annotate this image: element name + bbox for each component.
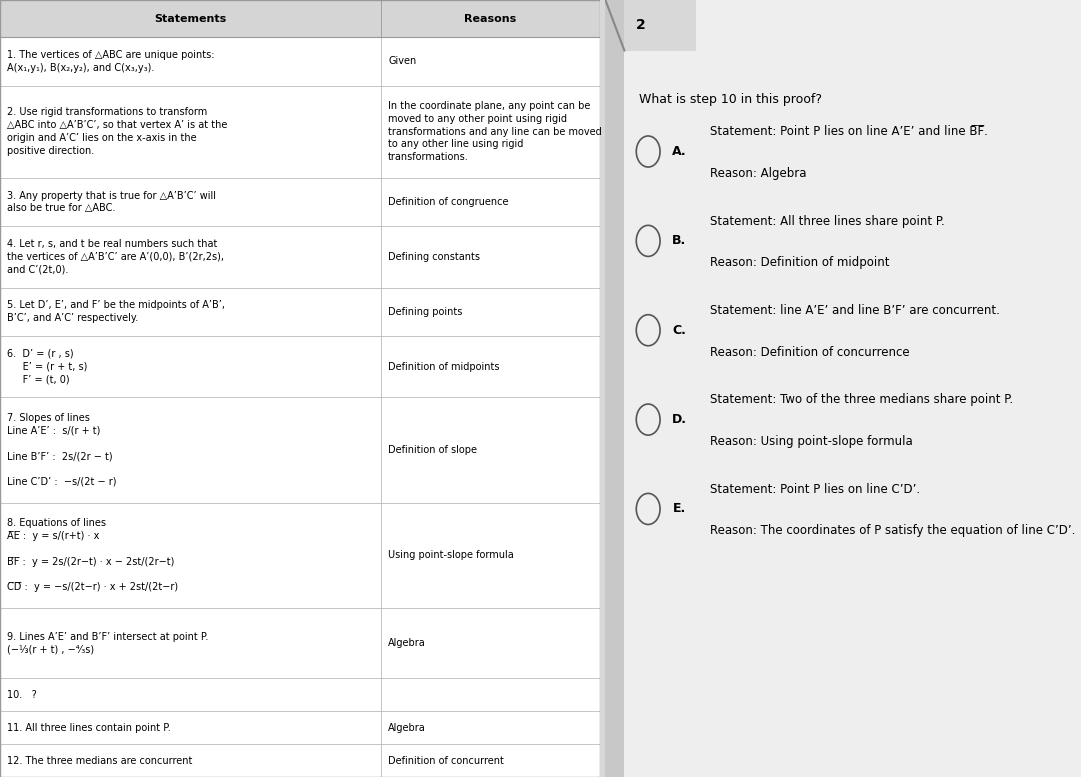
Text: D.: D.: [671, 413, 686, 426]
Text: Definition of slope: Definition of slope: [388, 445, 477, 455]
FancyBboxPatch shape: [605, 0, 1081, 777]
Text: Using point-slope formula: Using point-slope formula: [388, 550, 513, 560]
Text: 11. All three lines contain point P.: 11. All three lines contain point P.: [8, 723, 171, 733]
Text: B.: B.: [672, 235, 686, 247]
Text: Statement: line A’E’ and line B’F’ are concurrent.: Statement: line A’E’ and line B’F’ are c…: [710, 304, 1000, 317]
Text: 5. Let D’, E’, and F’ be the midpoints of A’B’,
B’C’, and A’C’ respectively.: 5. Let D’, E’, and F’ be the midpoints o…: [8, 300, 225, 323]
Text: E.: E.: [672, 503, 685, 515]
Text: 10.   ?: 10. ?: [8, 690, 37, 700]
FancyBboxPatch shape: [625, 0, 696, 51]
Text: Statement: Two of the three medians share point P.: Statement: Two of the three medians shar…: [710, 393, 1013, 406]
Text: 1. The vertices of △ABC are unique points:
A(x₁,y₁), B(x₂,y₂), and C(x₃,y₃).: 1. The vertices of △ABC are unique point…: [8, 50, 215, 73]
Text: Reason: The coordinates of P satisfy the equation of line C’D’.: Reason: The coordinates of P satisfy the…: [710, 524, 1076, 538]
Text: Algebra: Algebra: [388, 723, 426, 733]
Text: Reasons: Reasons: [465, 14, 517, 23]
Text: Reason: Algebra: Reason: Algebra: [710, 167, 806, 180]
Text: 9. Lines A’E’ and B’F’ intersect at point P.
(−⅓(r + t) , −⁴⁄₃s): 9. Lines A’E’ and B’F’ intersect at poin…: [8, 632, 209, 654]
Text: Statement: Point P lies on line A’E’ and line B̅F̅.: Statement: Point P lies on line A’E’ and…: [710, 125, 988, 138]
FancyBboxPatch shape: [0, 0, 600, 777]
Text: Given: Given: [388, 57, 416, 67]
Text: Definition of concurrent: Definition of concurrent: [388, 755, 504, 765]
Text: Statement: All three lines share point P.: Statement: All three lines share point P…: [710, 214, 945, 228]
FancyBboxPatch shape: [0, 0, 600, 37]
Text: Defining points: Defining points: [388, 307, 463, 317]
Text: Reason: Using point-slope formula: Reason: Using point-slope formula: [710, 435, 912, 448]
Text: Reason: Definition of midpoint: Reason: Definition of midpoint: [710, 256, 890, 270]
FancyBboxPatch shape: [605, 0, 625, 777]
Text: 6.  D’ = (r , s)
     E’ = (r + t, s)
     F’ = (t, 0): 6. D’ = (r , s) E’ = (r + t, s) F’ = (t,…: [8, 349, 88, 385]
Text: Statement: Point P lies on line C’D’.: Statement: Point P lies on line C’D’.: [710, 483, 920, 496]
Text: 3. Any property that is true for △A’B’C’ will
also be true for △ABC.: 3. Any property that is true for △A’B’C’…: [8, 190, 216, 214]
Text: 2: 2: [637, 18, 646, 33]
Text: 2. Use rigid transformations to transform
△ABC into △A’B’C’, so that vertex A’ i: 2. Use rigid transformations to transfor…: [8, 107, 228, 156]
Text: Definition of midpoints: Definition of midpoints: [388, 361, 499, 371]
Text: What is step 10 in this proof?: What is step 10 in this proof?: [639, 93, 822, 106]
Text: Defining constants: Defining constants: [388, 252, 480, 262]
Text: Definition of congruence: Definition of congruence: [388, 197, 509, 207]
Text: 12. The three medians are concurrent: 12. The three medians are concurrent: [8, 755, 192, 765]
Text: Reason: Definition of concurrence: Reason: Definition of concurrence: [710, 346, 909, 359]
Text: A.: A.: [671, 145, 686, 158]
Text: 4. Let r, s, and t be real numbers such that
the vertices of △A’B’C’ are A’(0,0): 4. Let r, s, and t be real numbers such …: [8, 239, 224, 274]
Text: 7. Slopes of lines
Line A’E’ :  s/(r + t)

Line B’F’ :  2s/(2r − t)

Line C’D’ :: 7. Slopes of lines Line A’E’ : s/(r + t)…: [8, 413, 117, 487]
Text: Algebra: Algebra: [388, 638, 426, 648]
Text: In the coordinate plane, any point can be
moved to any other point using rigid
t: In the coordinate plane, any point can b…: [388, 101, 602, 162]
Text: 8. Equations of lines
A̅E̅ :  y = s/(r+t) · x

B̅F̅ :  y = 2s/(2r−t) · x − 2st/(: 8. Equations of lines A̅E̅ : y = s/(r+t)…: [8, 518, 178, 592]
Text: Statements: Statements: [155, 14, 227, 23]
Text: C.: C.: [672, 324, 686, 336]
